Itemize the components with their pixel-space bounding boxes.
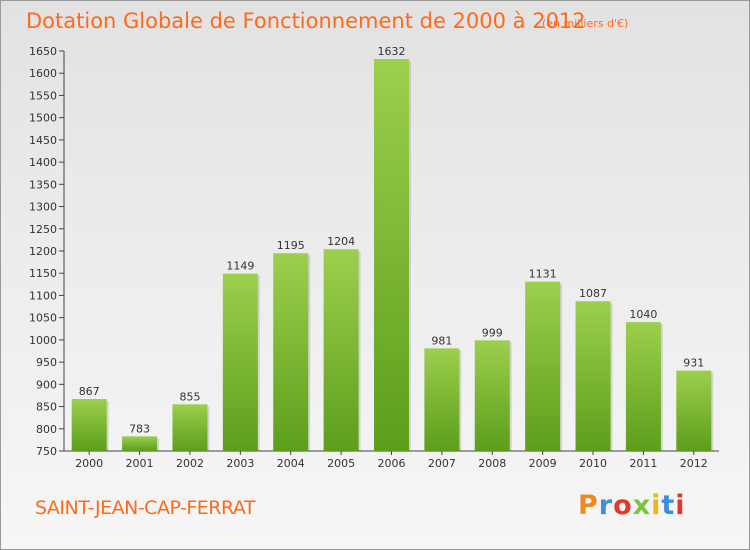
x-tick-label: 2008: [478, 457, 506, 470]
x-tick-label: 2000: [75, 457, 103, 470]
bar-value-label: 1195: [277, 239, 305, 252]
x-tick-label: 2005: [327, 457, 355, 470]
y-tick-label: 1350: [29, 178, 57, 191]
city-name: SAINT-JEAN-CAP-FERRAT: [35, 497, 256, 519]
y-tick-label: 1500: [29, 112, 57, 125]
y-tick-label: 750: [36, 445, 57, 458]
bar-value-label: 1149: [226, 260, 254, 273]
x-tick-label: 2001: [126, 457, 154, 470]
x-tick-label: 2004: [277, 457, 305, 470]
bar-value-label: 931: [683, 357, 704, 370]
unit-note: (en milliers d'€): [542, 17, 629, 30]
bar-value-label: 1087: [579, 287, 607, 300]
bar: [474, 340, 510, 451]
y-tick-label: 1250: [29, 223, 57, 236]
bar: [676, 370, 712, 451]
y-tick-label: 1200: [29, 245, 57, 258]
x-tick-label: 2003: [226, 457, 254, 470]
bar: [273, 253, 309, 451]
y-tick-label: 800: [36, 423, 57, 436]
x-tick-label: 2009: [529, 457, 557, 470]
bar-value-label: 783: [129, 422, 150, 435]
bar-value-label: 1632: [378, 45, 406, 58]
bar: [172, 404, 208, 451]
bar-value-label: 981: [431, 334, 452, 347]
bar-value-label: 1040: [629, 308, 657, 321]
bar-value-label: 1131: [529, 268, 557, 281]
bar: [71, 399, 107, 451]
bar-value-label: 1204: [327, 235, 355, 248]
y-tick-label: 1150: [29, 267, 57, 280]
y-tick-label: 1600: [29, 67, 57, 80]
bar-value-label: 855: [179, 390, 200, 403]
bar: [122, 436, 158, 451]
y-tick-label: 1400: [29, 156, 57, 169]
bar: [323, 249, 359, 451]
x-tick-label: 2002: [176, 457, 204, 470]
y-tick-label: 1300: [29, 201, 57, 214]
y-tick-label: 900: [36, 378, 57, 391]
bar-value-label: 999: [482, 326, 503, 339]
bar: [222, 273, 258, 451]
proxiti-logo[interactable]: Proxiti: [578, 490, 686, 521]
y-tick-label: 850: [36, 401, 57, 414]
y-tick-label: 1650: [29, 45, 57, 58]
chart-title: Dotation Globale de Fonctionnement de 20…: [26, 9, 586, 33]
bar: [525, 281, 561, 451]
x-tick-label: 2012: [680, 457, 708, 470]
bar-value-label: 867: [79, 385, 100, 398]
x-tick-label: 2011: [629, 457, 657, 470]
y-tick-label: 1050: [29, 312, 57, 325]
x-tick-label: 2006: [378, 457, 406, 470]
y-tick-label: 950: [36, 356, 57, 369]
y-tick-label: 1550: [29, 89, 57, 102]
y-tick-label: 1450: [29, 134, 57, 147]
y-tick-label: 1000: [29, 334, 57, 347]
bar: [625, 322, 661, 451]
x-tick-label: 2010: [579, 457, 607, 470]
x-tick-label: 2007: [428, 457, 456, 470]
bar: [575, 301, 611, 451]
y-tick-label: 1100: [29, 289, 57, 302]
bar: [424, 348, 460, 451]
bar: [374, 59, 409, 451]
